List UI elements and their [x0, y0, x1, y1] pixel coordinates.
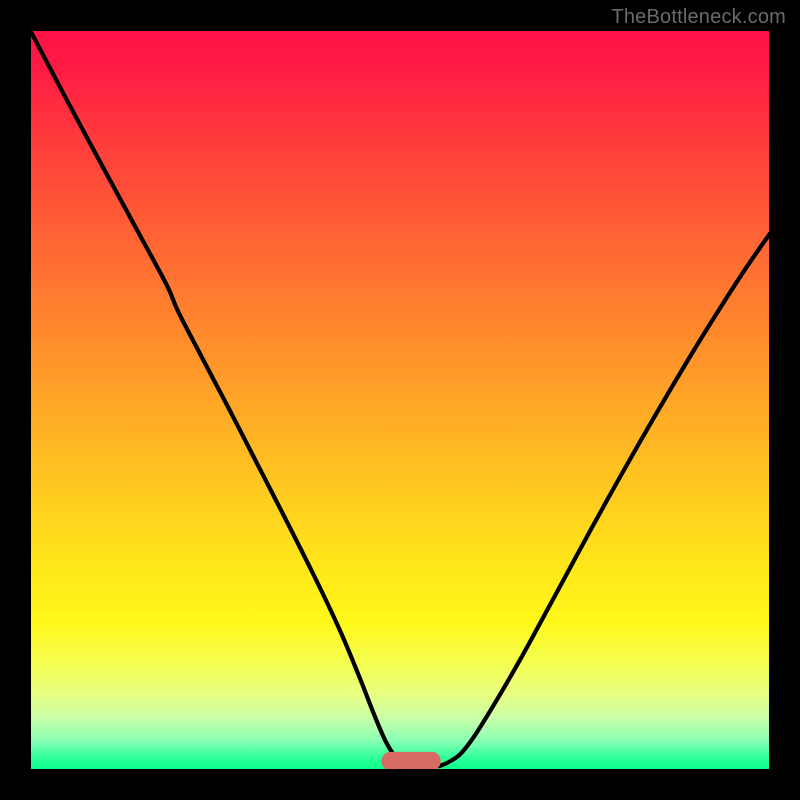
bottleneck-chart — [0, 0, 800, 800]
optimal-marker — [382, 752, 441, 771]
plot-background — [30, 30, 770, 770]
watermark-text: TheBottleneck.com — [611, 6, 786, 29]
